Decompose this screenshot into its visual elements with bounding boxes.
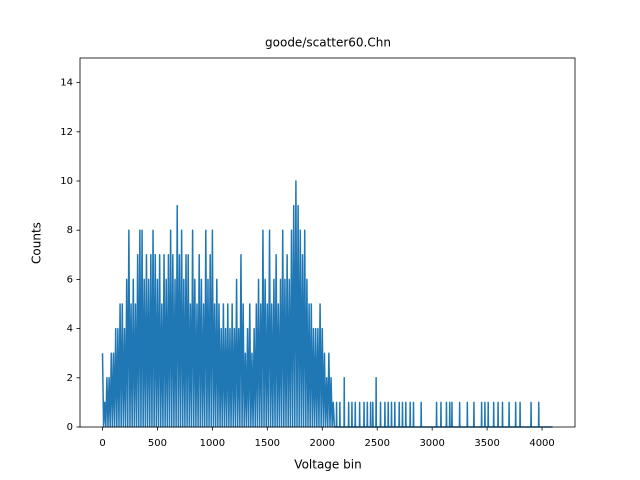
y-tick-label: 8 <box>67 225 73 236</box>
y-tick-label: 4 <box>67 324 73 335</box>
y-axis-label: Counts <box>30 222 44 264</box>
x-tick-label: 500 <box>148 438 167 449</box>
y-tick-label: 10 <box>60 176 73 187</box>
x-tick-label: 3500 <box>474 438 499 449</box>
y-tick-label: 2 <box>67 373 73 384</box>
chart-title: goode/scatter60.Chn <box>265 36 391 50</box>
x-tick-label: 2500 <box>364 438 389 449</box>
y-tick-label: 6 <box>67 274 73 285</box>
y-tick-label: 14 <box>60 78 73 89</box>
x-tick-label: 3000 <box>419 438 444 449</box>
plot-frame <box>79 57 576 428</box>
x-axis-label: Voltage bin <box>294 458 361 472</box>
y-tick-label: 0 <box>67 422 73 433</box>
x-tick-label: 1500 <box>255 438 280 449</box>
x-tick-label: 2000 <box>310 438 335 449</box>
y-tick-label: 12 <box>60 127 73 138</box>
x-tick-label: 1000 <box>200 438 225 449</box>
x-tick-label: 4000 <box>529 438 554 449</box>
x-tick-label: 0 <box>99 438 105 449</box>
